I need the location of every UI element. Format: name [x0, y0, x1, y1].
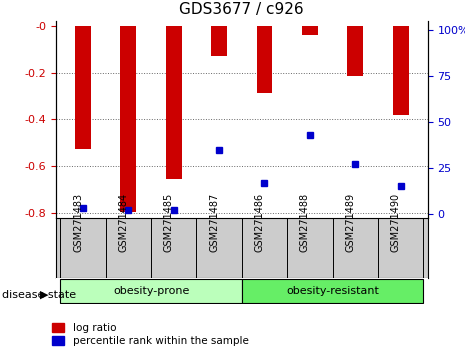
Text: obesity-prone: obesity-prone — [113, 286, 189, 296]
Text: ▶: ▶ — [40, 290, 49, 299]
Text: GSM271485: GSM271485 — [164, 193, 174, 252]
Text: GSM271484: GSM271484 — [119, 193, 128, 252]
Bar — [75, 26, 91, 149]
Text: GSM271487: GSM271487 — [209, 193, 219, 252]
Text: GSM271489: GSM271489 — [345, 193, 355, 252]
Text: disease state: disease state — [2, 290, 76, 299]
Bar — [302, 26, 318, 35]
Text: GSM271488: GSM271488 — [300, 193, 310, 252]
Text: GSM271490: GSM271490 — [391, 193, 400, 252]
Bar — [60, 279, 242, 303]
Title: GDS3677 / c926: GDS3677 / c926 — [179, 2, 304, 17]
Bar — [257, 26, 272, 93]
Bar — [347, 26, 363, 76]
Text: GSM271483: GSM271483 — [73, 193, 83, 252]
Legend: log ratio, percentile rank within the sample: log ratio, percentile rank within the sa… — [52, 323, 248, 346]
Bar — [120, 26, 136, 212]
Bar — [166, 26, 182, 179]
Bar — [211, 26, 227, 56]
Text: obesity-resistant: obesity-resistant — [286, 286, 379, 296]
Bar — [242, 279, 423, 303]
Text: GSM271486: GSM271486 — [254, 193, 265, 252]
Bar — [392, 26, 409, 115]
